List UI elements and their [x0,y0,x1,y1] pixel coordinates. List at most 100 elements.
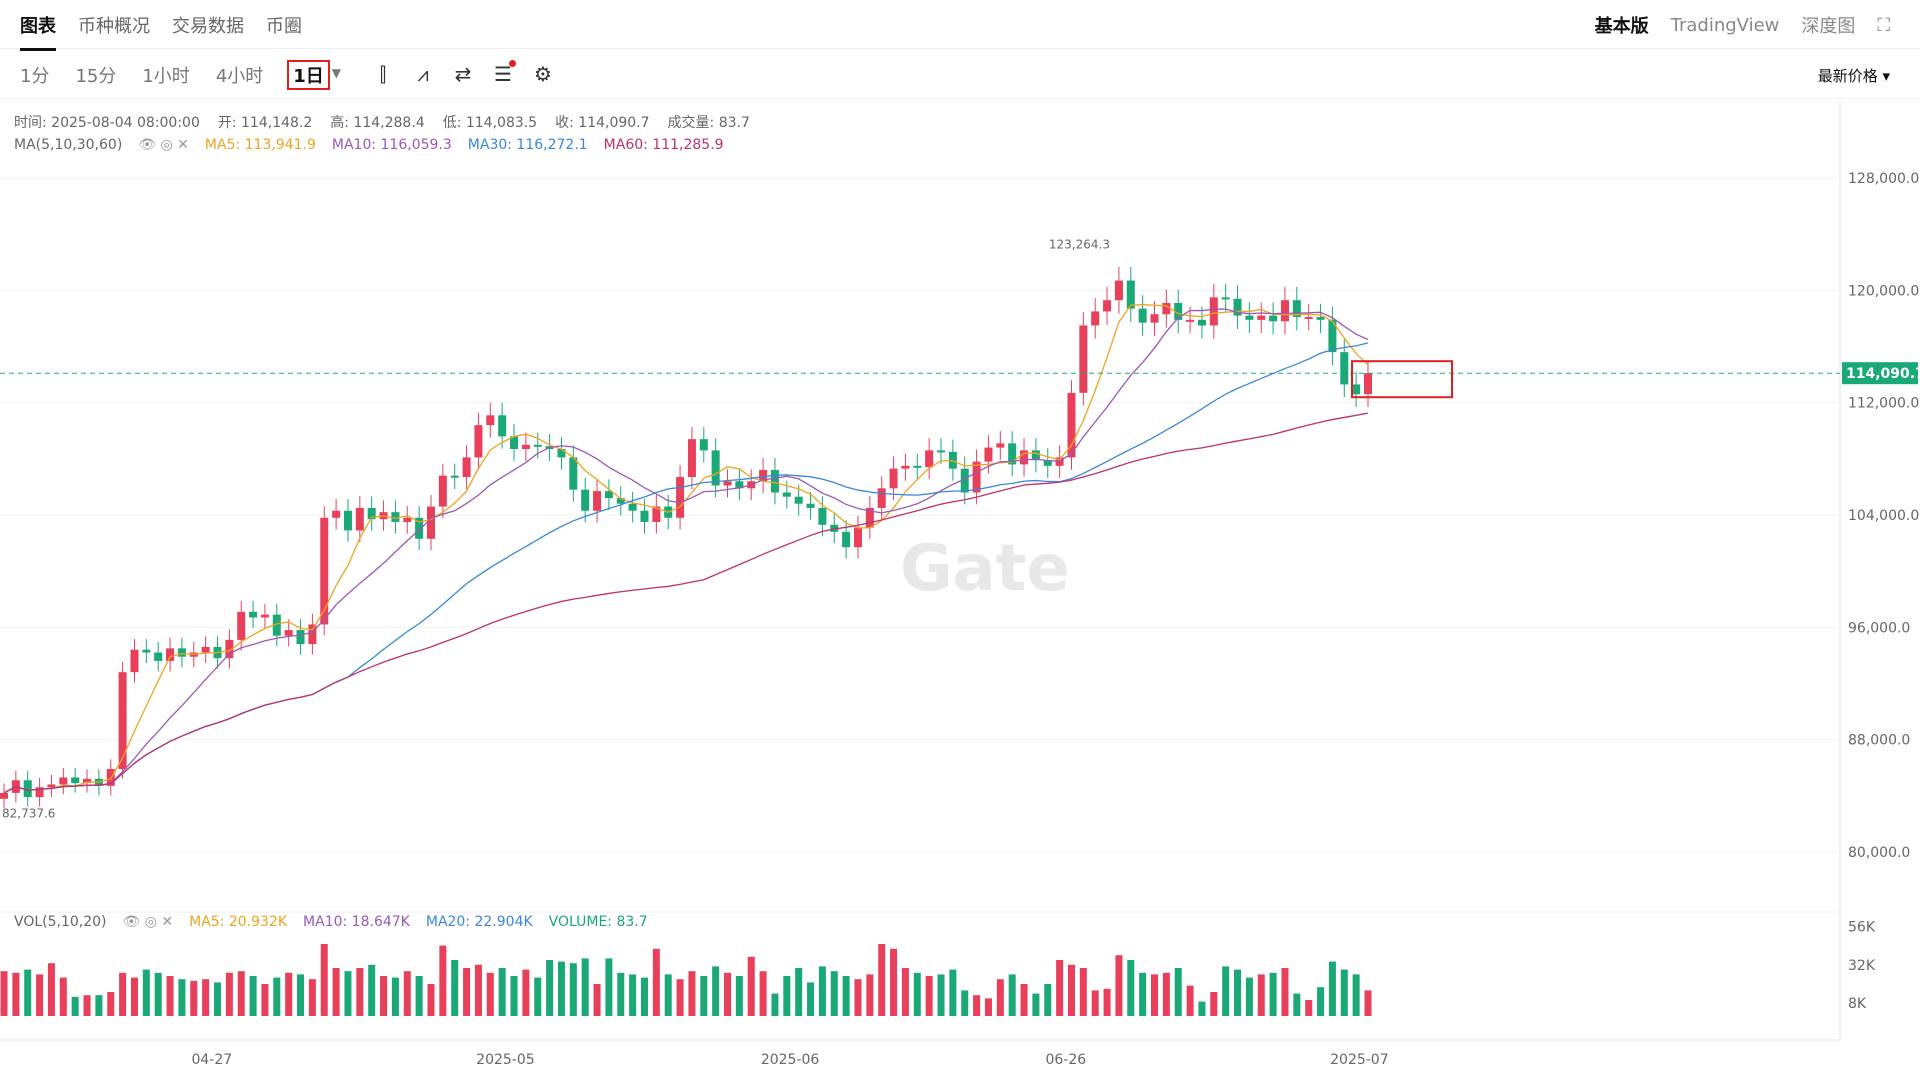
candle-body [510,436,519,449]
volume-bar [273,977,281,1016]
ohlc-low: 低: 114,083.5 [442,115,538,131]
indicator-icon[interactable]: ⩘ [417,62,429,86]
volume-bar [1328,961,1336,1016]
volume-bar [1257,974,1265,1016]
candle-body [865,507,874,528]
list-settings-icon[interactable]: ☰ [492,60,516,86]
candle-body [106,769,115,786]
volume-bar [1293,993,1301,1016]
interval-selector: 1分 15分 1小时 4小时 1日 ▼ [20,60,342,90]
interval-1d[interactable]: 1日 [287,60,330,90]
candle-body [426,506,435,539]
candle-body [391,512,400,522]
notification-dot [509,60,516,67]
volume-bar [1352,974,1360,1016]
volume-bar [1044,984,1052,1016]
candle-body [699,439,708,451]
interval-dropdown-icon[interactable]: ▼ [331,66,342,80]
volume-bar [759,971,767,1016]
price-chart[interactable]: 128,000.0 120,000.0 112,000.0 104,000.0 96,0… [0,100,1920,1080]
settings-icon[interactable]: ⚙ [534,62,552,86]
y-tick-label: 120,000.0 [1848,283,1919,299]
volume-bar [344,971,352,1016]
low-price-label: 82,737.6 [2,806,55,820]
volume-bar [178,979,186,1016]
volume-bar [878,944,886,1016]
volume-bar [1139,972,1147,1016]
candle-body [249,611,258,618]
candle-body [355,507,364,531]
candle-body [225,639,234,659]
volume-bar [1245,977,1253,1016]
tab-coin-overview[interactable]: 币种概况 [78,16,150,37]
fullscreen-icon[interactable]: ⛶ [1877,14,1890,36]
tab-chart[interactable]: 图表 [20,12,56,51]
volume-bar [534,977,542,1016]
candle-body [23,780,32,798]
candle-body [806,503,815,508]
interval-1h[interactable]: 1小时 [142,66,190,87]
candle-body [1304,317,1313,320]
interval-4h[interactable]: 4小时 [215,66,264,87]
volume-bar [391,977,399,1016]
volume-bar [474,964,482,1016]
candle-body [47,784,56,788]
ohlc-time: 时间: 2025-08-04 08:00:00 [14,115,200,131]
basic-view-button[interactable]: 基本版 [1594,16,1649,37]
volume-bar [486,972,494,1016]
candle-body [332,510,341,518]
volume-bar [546,960,554,1016]
volume-bar [190,980,198,1016]
eye-icon[interactable]: 👁 ◎ ✕ [138,137,189,153]
candle-body [1020,450,1029,465]
depth-chart-button[interactable]: 深度图 [1801,16,1856,37]
tab-coin-circle[interactable]: 币圈 [266,16,302,37]
candle-body [1328,319,1337,353]
volume-bar [724,972,732,1016]
volume-bar [498,968,506,1016]
volume-bar [1269,972,1277,1016]
volume-bar [866,974,874,1016]
candle-body [818,507,827,525]
candlestick-icon[interactable]: ⫿ [379,62,387,86]
vol-eye-icon[interactable]: 👁 ◎ ✕ [122,914,174,930]
candle-body [593,491,602,511]
candle-body [652,506,661,522]
price-type-select[interactable]: 最新价格 ▾ [1817,67,1890,85]
candle-body [853,527,862,548]
volume-bar [380,976,388,1016]
volume-bar [213,982,221,1016]
volume-bar [593,984,601,1016]
candle-body [1186,319,1195,322]
ohlc-close: 收: 114,090.7 [555,115,650,131]
volume-bar [154,972,162,1016]
watermark-logo: Gate [900,532,1070,606]
volume-bar [700,976,708,1016]
volume-bar [830,971,838,1016]
candle-body [308,624,317,645]
candle-body [1150,314,1159,323]
volume-bar [1032,993,1040,1016]
volume-bar [676,979,684,1016]
volume-bar [629,974,637,1016]
y-tick-label: 104,000.0 [1848,508,1919,524]
ma60-value: MA60: 111,285.9 [603,137,724,153]
volume-bar [1305,1000,1313,1016]
candle-body [474,425,483,458]
volume-bar [1222,966,1230,1016]
volume-bar [664,974,672,1016]
tab-trade-data[interactable]: 交易数据 [172,16,244,37]
volume-bar [949,969,957,1016]
volume-bar [415,976,423,1016]
candle-body [1197,319,1206,326]
interval-15m[interactable]: 15分 [75,66,117,87]
ma10-value: MA10: 116,059.3 [331,137,452,153]
interval-1m[interactable]: 1分 [20,66,50,87]
candle-body [984,447,993,462]
volume-bar [1056,960,1064,1016]
compare-icon[interactable]: ⇄ [454,62,472,86]
tradingview-button[interactable]: TradingView [1670,14,1780,36]
volume-bar [119,972,127,1016]
candle-body [628,503,637,511]
volume-bar [890,948,898,1016]
